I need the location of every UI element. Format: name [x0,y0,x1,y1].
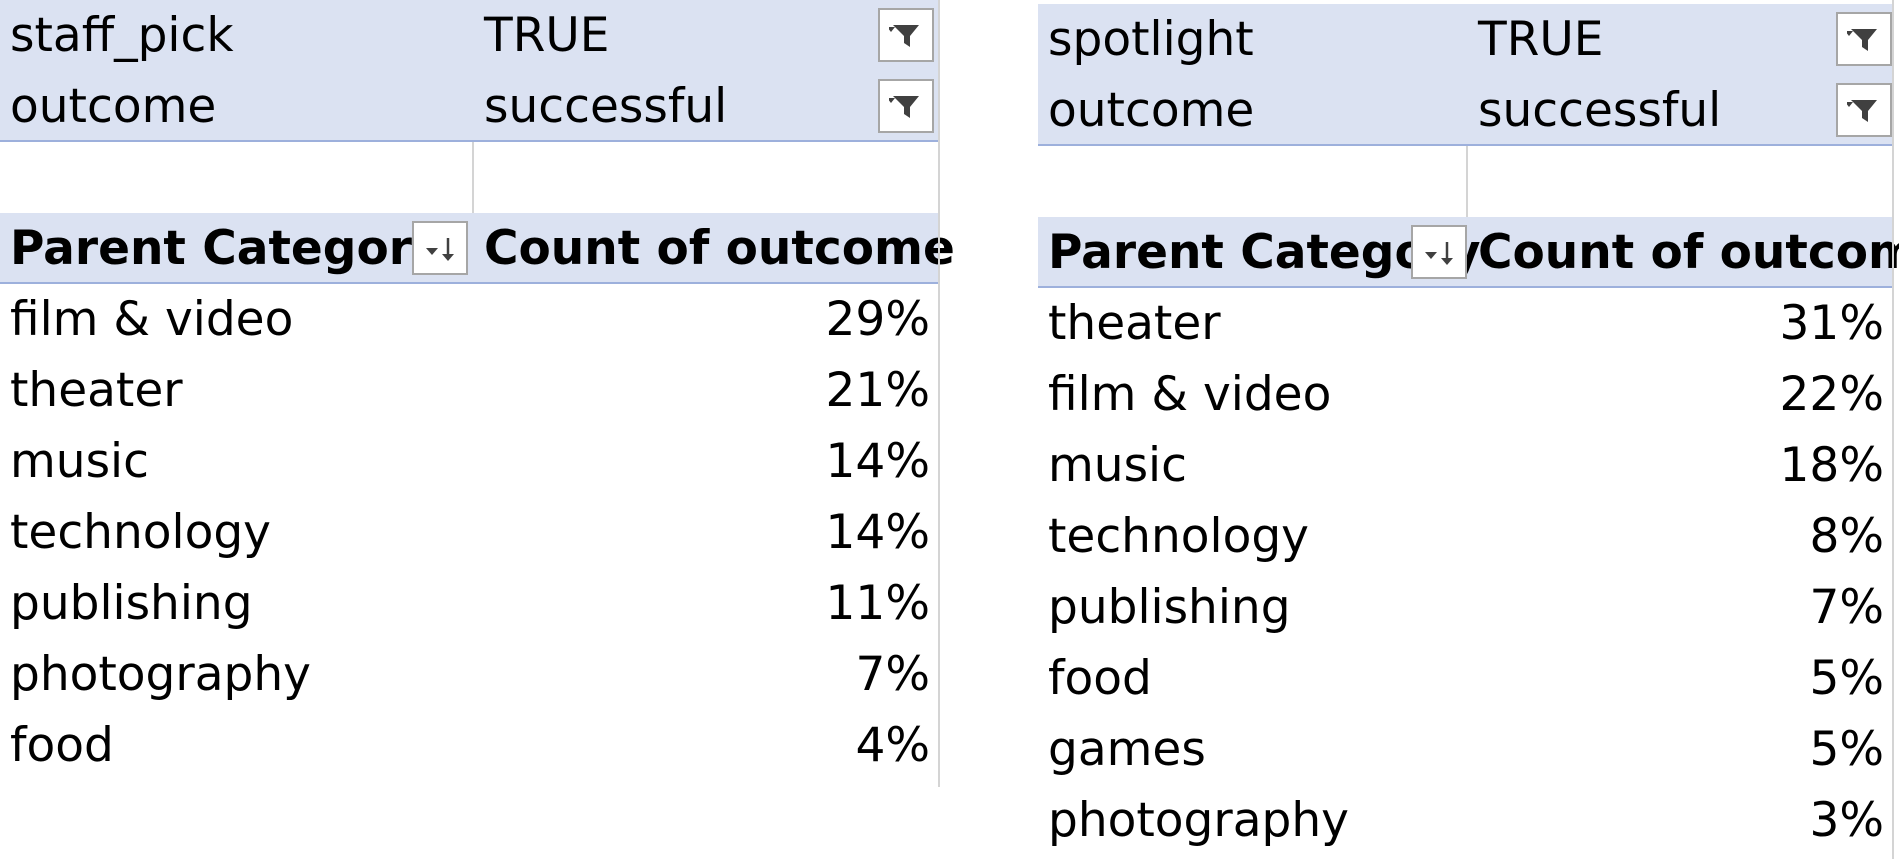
blank-cell [472,142,940,213]
pivot-table-staff-pick: staff_pick TRUE outcome successful Paren… [0,0,955,781]
pivot-data-row: publishing 11% [0,568,940,639]
filter-funnel-icon[interactable] [1836,83,1892,137]
filter-field-label: outcome [1048,83,1255,138]
category-cell: film & video [1048,367,1332,422]
filter-field-label: spotlight [1048,12,1254,67]
category-cell: theater [10,363,183,418]
report-filter-row: staff_pick TRUE [0,0,940,71]
value-cell: 3% [1809,793,1884,848]
filter-funnel-icon[interactable] [878,8,934,62]
sort-descending-icon[interactable] [412,221,468,275]
pivot-data-row: games 5% [1038,714,1894,785]
pivot-data-row: food 4% [0,710,940,781]
filter-value[interactable]: successful [484,79,728,134]
pivot-data-row: film & video 22% [1038,359,1894,430]
pivot-header-row: Parent Category Count of outcome [1038,217,1899,288]
category-cell: food [10,718,114,773]
category-cell: publishing [1048,580,1291,635]
value-cell: 31% [1779,296,1884,351]
blank-row [1038,146,1894,217]
blank-row [0,142,940,213]
filter-funnel-icon[interactable] [878,79,934,133]
value-cell: 7% [1809,580,1884,635]
grid-divider [938,0,940,787]
category-cell: food [1048,651,1152,706]
values-header: Count of outcome [1478,225,1899,280]
category-cell: games [1048,722,1206,777]
value-cell: 18% [1779,438,1884,493]
value-cell: 14% [825,505,930,560]
pivot-data-row: technology 14% [0,497,940,568]
grid-divider [1892,0,1894,859]
value-cell: 29% [825,292,930,347]
category-cell: photography [10,647,311,702]
pivot-data-row: photography 7% [0,639,940,710]
category-cell: theater [1048,296,1221,351]
pivot-data-row: theater 21% [0,355,940,426]
pivot-header-row: Parent Category Count of outcome [0,213,955,284]
blank-cell [1466,146,1894,217]
pivot-data-row: technology 8% [1038,501,1894,572]
value-cell: 5% [1809,722,1884,777]
value-cell: 7% [855,647,930,702]
filter-value[interactable]: TRUE [1478,12,1604,67]
pivot-data-row: film & video 29% [0,284,940,355]
report-filter-row: outcome successful [0,71,940,142]
category-cell: technology [10,505,271,560]
value-cell: 5% [1809,651,1884,706]
pivot-data-row: music 18% [1038,430,1894,501]
value-cell: 21% [825,363,930,418]
value-cell: 22% [1779,367,1884,422]
sort-descending-icon[interactable] [1411,225,1467,279]
filter-field-label: outcome [10,79,217,134]
category-cell: photography [1048,793,1349,848]
row-labels-header: Parent Category [10,221,443,276]
row-labels-header: Parent Category [1048,225,1481,280]
pivot-table-spotlight: spotlight TRUE outcome successful Parent… [1038,4,1899,856]
pivot-data-row: publishing 7% [1038,572,1894,643]
value-cell: 4% [855,718,930,773]
category-cell: film & video [10,292,294,347]
category-cell: music [10,434,149,489]
value-cell: 11% [825,576,930,631]
pivot-data-row: food 5% [1038,643,1894,714]
filter-field-label: staff_pick [10,8,234,63]
category-cell: technology [1048,509,1309,564]
value-cell: 14% [825,434,930,489]
pivot-data-row: theater 31% [1038,288,1894,359]
filter-value[interactable]: TRUE [484,8,610,63]
category-cell: music [1048,438,1187,493]
report-filter-row: outcome successful [1038,75,1894,146]
filter-value[interactable]: successful [1478,83,1722,138]
value-cell: 8% [1809,509,1884,564]
category-cell: publishing [10,576,253,631]
pivot-data-row: photography 3% [1038,785,1894,856]
filter-funnel-icon[interactable] [1836,12,1892,66]
values-header: Count of outcome [484,221,955,276]
report-filter-row: spotlight TRUE [1038,4,1894,75]
pivot-data-row: music 14% [0,426,940,497]
